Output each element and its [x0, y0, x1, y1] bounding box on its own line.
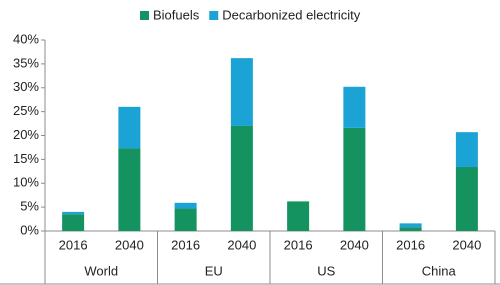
- x-tick-label: 2040: [227, 237, 256, 252]
- x-tick-label: 2040: [340, 237, 369, 252]
- y-tick-label: 0%: [20, 222, 39, 237]
- bar-segment: [62, 214, 85, 231]
- x-tick-label: 2040: [115, 237, 144, 252]
- group-label: EU: [205, 263, 223, 278]
- bar-segment: [118, 148, 141, 231]
- bar-segment: [230, 58, 253, 126]
- y-tick-label: 10%: [13, 175, 39, 190]
- bar-segment: [118, 106, 141, 149]
- bar-segment: [174, 202, 197, 209]
- bar-segment: [287, 201, 310, 231]
- x-tick-label: 2040: [452, 237, 481, 252]
- x-tick-label: 2016: [396, 237, 425, 252]
- bar-segment: [230, 125, 253, 231]
- bar-segment: [343, 127, 366, 231]
- bar-segment: [62, 211, 85, 215]
- bar-segment: [399, 223, 422, 228]
- bar-segment: [343, 86, 366, 128]
- y-tick-label: 30%: [13, 79, 39, 94]
- y-tick-label: 40%: [13, 31, 39, 46]
- x-tick-label: 2016: [284, 237, 313, 252]
- bar-segment: [455, 167, 478, 231]
- group-label: US: [317, 263, 335, 278]
- y-tick-label: 15%: [13, 151, 39, 166]
- group-label: China: [422, 263, 457, 278]
- legend-swatch: [140, 11, 149, 20]
- legend-label: Decarbonized electricity: [222, 7, 361, 22]
- y-tick-label: 20%: [13, 127, 39, 142]
- y-tick-label: 35%: [13, 55, 39, 70]
- bar-segment: [455, 132, 478, 168]
- bar-segment: [174, 208, 197, 231]
- x-tick-label: 2016: [171, 237, 200, 252]
- legend-label: Biofuels: [153, 7, 200, 22]
- bar-segment: [399, 227, 422, 231]
- legend-swatch: [209, 11, 219, 20]
- group-label: World: [84, 263, 118, 278]
- y-tick-label: 5%: [20, 199, 39, 214]
- x-tick-label: 2016: [59, 237, 88, 252]
- y-tick-label: 25%: [13, 103, 39, 118]
